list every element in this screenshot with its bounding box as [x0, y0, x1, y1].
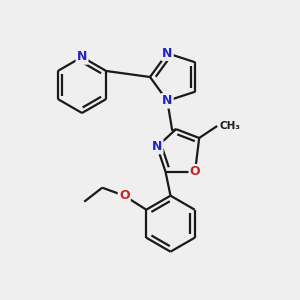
Text: N: N — [162, 47, 172, 60]
Text: O: O — [190, 165, 200, 178]
Text: CH₃: CH₃ — [219, 121, 240, 131]
Text: O: O — [119, 189, 130, 202]
Text: N: N — [77, 50, 87, 64]
Text: N: N — [152, 140, 162, 153]
Text: N: N — [162, 94, 172, 107]
